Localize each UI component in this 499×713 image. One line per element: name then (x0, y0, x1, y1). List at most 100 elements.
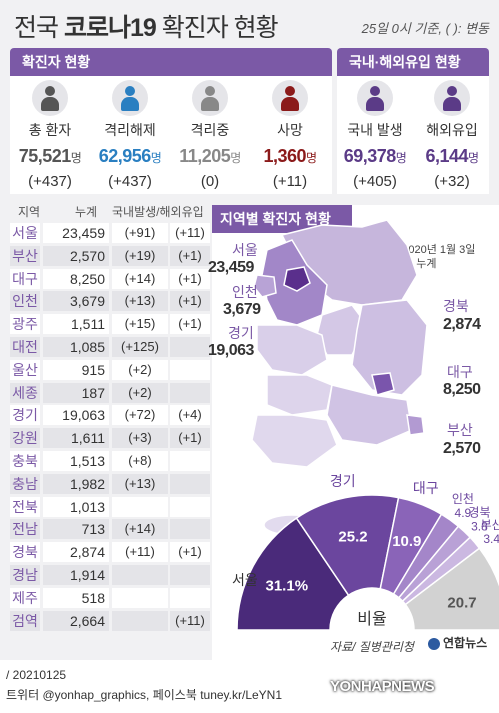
stat-item: 총 환자 75,521명 (+437) (10, 80, 90, 190)
cell-bg (112, 473, 168, 494)
region-domestic: (+91) (124, 225, 156, 240)
cell-bg (43, 610, 109, 631)
map-title: 지역별 확진자 현황 (212, 205, 352, 233)
region-name: 부산 (12, 247, 38, 264)
cell-bg (170, 496, 210, 517)
cell-bg (10, 314, 40, 335)
title-suffix: 확진자 현황 (155, 14, 279, 42)
cell-bg (112, 610, 168, 631)
cell-bg (170, 268, 210, 289)
origin-panel-header: 국내·해외유입 현황 (337, 48, 489, 76)
pie-value-label: 20.7 (447, 595, 476, 612)
cell-bg (10, 587, 40, 608)
stat-label: 격리중 (190, 122, 230, 138)
cell-bg (170, 451, 210, 471)
cell-bg (10, 223, 40, 243)
pie-value-label: 3.8 (471, 519, 488, 533)
pie-slice (236, 517, 350, 631)
cell-bg (112, 565, 168, 585)
region-total: 187 (81, 384, 105, 401)
pie-category-label: 부산 (481, 518, 499, 532)
cell-bg (43, 519, 109, 540)
table-row: 경기 19,063 (+72) (+4) (10, 404, 210, 426)
region-name: 제주 (12, 589, 38, 606)
cell-bg (43, 223, 109, 243)
cell-bg (43, 245, 109, 266)
cell-bg (170, 473, 210, 494)
cell-bg (170, 610, 210, 631)
region-total: 19,063 (62, 407, 105, 424)
cell-bg (43, 496, 109, 517)
table-row: 전남 713 (+14) (10, 518, 210, 540)
table-header-region: 지역 (18, 205, 41, 219)
cell-bg (112, 382, 168, 403)
map-gyeongbuk (351, 299, 428, 396)
logo-text: 연합뉴스 (443, 636, 488, 650)
map-seoul (283, 266, 311, 292)
cell-bg (170, 359, 210, 380)
cell-bg (10, 359, 40, 380)
cell-bg (170, 405, 210, 426)
region-total: 1,982 (69, 475, 105, 492)
pie-category-label: 경기 (330, 473, 356, 489)
cell-bg (170, 291, 210, 312)
table-row: 경남 1,914 (10, 564, 210, 586)
map-region-name: 인천 (232, 284, 258, 300)
table-row: 세종 187 (+2) (10, 382, 210, 404)
region-name: 경기 (12, 407, 38, 424)
yonhap-logo: 연합뉴스 (428, 634, 487, 651)
table-header-breakdown: 국내발생/해외유입 (112, 205, 204, 219)
region-domestic: (+8) (128, 453, 152, 468)
region-total: 2,874 (69, 544, 105, 561)
stat-value: 62,956명 (98, 146, 162, 166)
cell-bg (170, 565, 210, 585)
stat-value: 11,205명 (179, 146, 241, 166)
pie-category-label: 인천 (452, 491, 474, 506)
cell-bg (43, 542, 109, 563)
region-total: 2,570 (69, 247, 105, 264)
cell-bg (43, 382, 109, 403)
cell-bg (43, 565, 109, 585)
region-overseas: (+11) (175, 225, 205, 240)
cell-bg (10, 519, 40, 540)
pie-center-label: 비율 (357, 610, 386, 628)
region-total: 1,085 (69, 339, 105, 355)
region-name: 세종 (12, 384, 38, 401)
region-overseas: (+1) (178, 247, 202, 263)
table-row: 서울 23,459 (+91) (+11) (10, 222, 210, 244)
cell-bg (112, 291, 168, 312)
person-icon (192, 80, 228, 116)
region-total: 915 (81, 361, 105, 378)
table-row: 전북 1,013 (10, 496, 210, 518)
cell-bg (10, 428, 40, 449)
map-jeonbuk (266, 374, 333, 416)
region-domestic: (+72) (124, 407, 156, 423)
region-overseas: (+1) (178, 544, 202, 560)
cell-bg (170, 382, 210, 403)
person-icon (357, 80, 393, 116)
region-domestic: (+2) (128, 384, 152, 400)
cell-bg (10, 542, 40, 563)
region-total: 1,914 (69, 567, 105, 583)
title-bold: 코로나19 (63, 14, 157, 42)
region-domestic: (+2) (128, 361, 152, 377)
region-overseas: (+1) (178, 270, 202, 286)
pie-slice (404, 547, 499, 631)
pie-category-label: 경북 (468, 505, 490, 519)
region-domestic: (+15) (124, 316, 156, 332)
cell-bg (43, 405, 109, 426)
region-total: 3,679 (69, 293, 105, 310)
map-region-name: 대구 (447, 364, 473, 380)
table-row: 대구 8,250 (+14) (+1) (10, 268, 210, 290)
region-overseas: (+1) (178, 430, 202, 446)
table-row: 충남 1,982 (+13) (10, 473, 210, 495)
cell-bg (43, 587, 109, 608)
region-name: 서울 (12, 225, 38, 241)
cell-bg (170, 587, 210, 608)
region-name: 경북 (12, 544, 38, 561)
map-busan (406, 414, 425, 436)
region-total: 713 (81, 521, 105, 538)
stat-change: (+437) (28, 173, 72, 190)
map-chungnam (256, 324, 328, 376)
region-total: 23,459 (62, 225, 105, 241)
